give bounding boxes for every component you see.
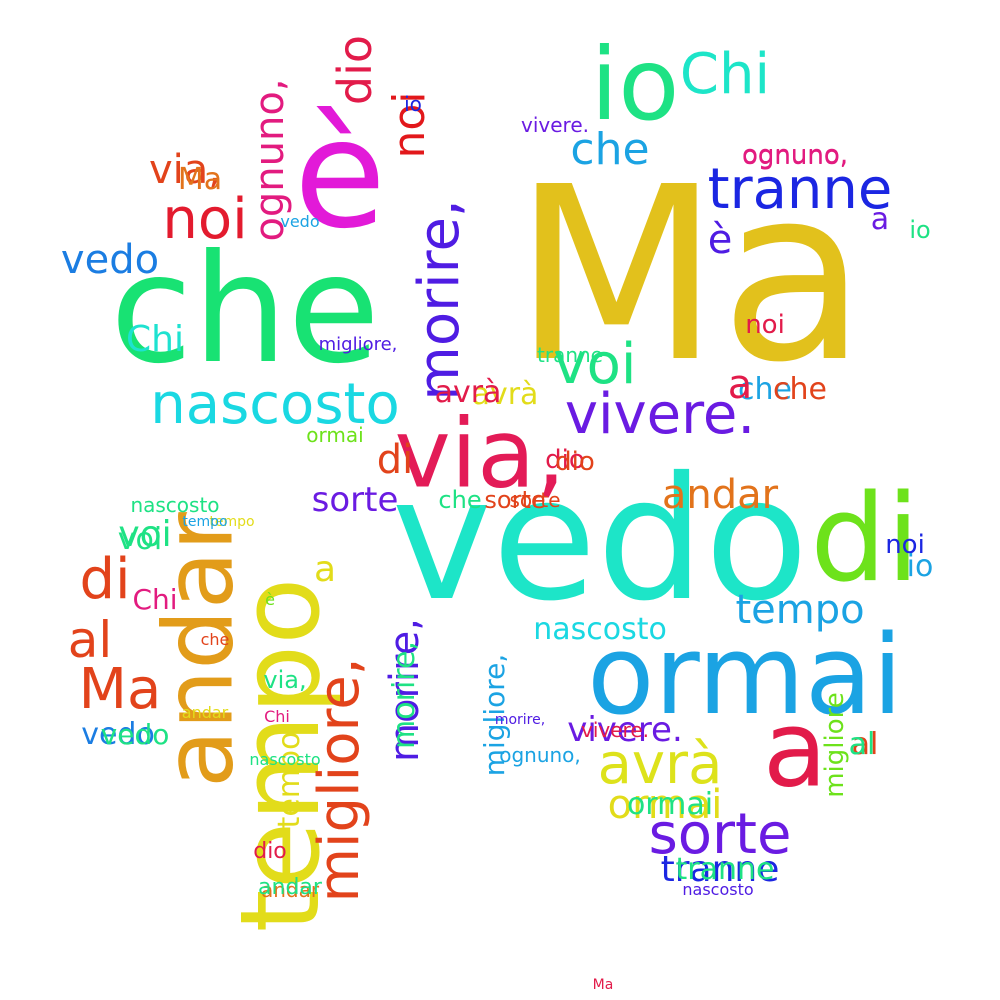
cloud-word: Ma <box>592 977 614 993</box>
cloud-word: morire, <box>387 641 422 749</box>
cloud-word: sorte <box>311 480 399 520</box>
cloud-word: di <box>810 470 920 609</box>
cloud-word: vivere. <box>567 710 683 750</box>
cloud-word: dio <box>253 839 287 864</box>
cloud-word: sorte <box>509 488 561 512</box>
cloud-word: tranne <box>675 852 775 887</box>
cloud-word: che <box>110 223 380 397</box>
cloud-word: avrà <box>434 375 502 410</box>
cloud-word: avrà <box>471 377 539 412</box>
cloud-word: al <box>848 727 876 762</box>
cloud-word: andar <box>661 472 779 518</box>
cloud-word: ognuno, <box>741 141 849 171</box>
cloud-word: io <box>590 26 680 143</box>
cloud-word: di <box>79 547 131 612</box>
cloud-word: che <box>438 486 482 514</box>
cloud-word: migliore, <box>318 334 398 355</box>
cloud-word: a <box>727 362 753 408</box>
cloud-word: andar <box>260 878 320 902</box>
cloud-word: migliore <box>820 692 850 798</box>
cloud-word: vedo <box>60 237 160 283</box>
cloud-word: Ma <box>177 162 223 197</box>
cloud-word: vedo <box>81 717 155 752</box>
cloud-word: ormai <box>626 787 714 822</box>
cloud-word: vedo <box>391 441 809 639</box>
cloud-word: tempo <box>735 587 865 633</box>
cloud-word: dio <box>328 34 382 106</box>
cloud-word: nascosto <box>533 612 667 647</box>
cloud-word: vivere. <box>564 382 756 447</box>
cloud-word: ognuno, <box>741 140 849 170</box>
cloud-word: al <box>851 727 879 762</box>
cloud-word: tempo <box>272 731 307 829</box>
cloud-word: tranne <box>707 157 893 222</box>
cloud-word: nascosto <box>130 493 220 517</box>
cloud-word: Chi <box>126 319 184 360</box>
cloud-word: al <box>67 611 113 669</box>
cloud-word: noi <box>745 310 785 340</box>
cloud-word: che <box>570 124 650 175</box>
cloud-word: nascosto <box>249 750 321 769</box>
cloud-word: ormai <box>607 782 723 828</box>
cloud-word: Ma <box>512 135 868 415</box>
cloud-word: nascosto <box>682 880 754 899</box>
cloud-word: nascosto <box>150 372 400 437</box>
cloud-word: di <box>376 437 414 483</box>
cloud-word: vivere. <box>581 718 649 742</box>
cloud-word: via, <box>263 666 307 694</box>
cloud-word: tranne <box>537 343 603 367</box>
cloud-word: avrà <box>597 732 723 797</box>
cloud-word: voi <box>117 522 163 557</box>
cloud-word: andar <box>181 703 229 722</box>
cloud-word: tempo <box>209 514 255 530</box>
cloud-word: voi <box>118 514 172 555</box>
cloud-word: via, <box>394 399 566 510</box>
cloud-word: voi <box>553 332 637 397</box>
cloud-word: che <box>738 372 792 407</box>
cloud-word: ormai <box>587 611 903 739</box>
cloud-word: io <box>909 216 931 244</box>
cloud-word: a <box>870 202 890 237</box>
cloud-word: via, <box>148 147 222 193</box>
cloud-word: morire, <box>407 199 472 401</box>
cloud-word: andar <box>258 875 322 900</box>
cloud-word: sorte <box>648 802 792 867</box>
cloud-word: ormai <box>306 423 364 447</box>
cloud-word: dio <box>555 447 595 477</box>
cloud-word: tempo <box>182 514 228 530</box>
cloud-word: vedo <box>100 718 170 751</box>
cloud-word: noi <box>162 187 248 252</box>
cloud-word: vedo <box>280 212 320 231</box>
cloud-word: Chi <box>264 707 290 726</box>
cloud-word: ognuno, <box>499 743 581 767</box>
cloud-word: che <box>773 372 827 407</box>
cloud-word: dio <box>545 445 585 475</box>
cloud-word: Chi <box>132 583 178 616</box>
cloud-word: Ma <box>78 657 162 722</box>
cloud-word: è <box>265 590 275 609</box>
cloud-word: morire, <box>494 712 546 728</box>
cloud-word: a <box>313 549 337 590</box>
cloud-word: sorte <box>484 486 546 514</box>
cloud-word: vivere. <box>521 113 589 137</box>
cloud-word: noi <box>885 530 925 560</box>
cloud-word: tranne <box>660 849 780 890</box>
cloud-word: è <box>707 217 733 263</box>
cloud-word: che <box>200 630 230 649</box>
cloud-word: è <box>293 88 387 262</box>
cloud-word: migliore, <box>307 657 372 903</box>
cloud-word: Chi <box>679 42 771 107</box>
cloud-word: io <box>404 92 422 116</box>
cloud-word: io <box>906 549 934 584</box>
cloud-word: a <box>762 688 828 811</box>
